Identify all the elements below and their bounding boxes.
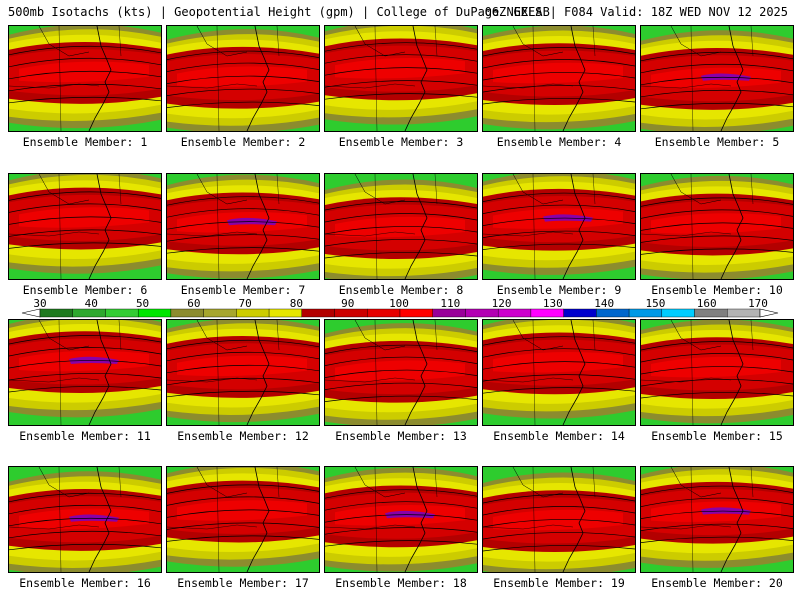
product-title: 500mb Isotachs (kts) | Geopotential Heig… [8, 5, 550, 19]
ensemble-member-label-11: Ensemble Member: 11 [19, 429, 151, 443]
ensemble-member-label-5: Ensemble Member: 5 [654, 135, 780, 149]
color-bar-swatch [170, 308, 204, 318]
color-bar-tick-label: 90 [341, 297, 355, 310]
ensemble-member-map-16 [8, 466, 162, 573]
color-bar-swatch [727, 308, 761, 318]
ensemble-member-label-1: Ensemble Member: 1 [22, 135, 148, 149]
ensemble-member-label-2: Ensemble Member: 2 [180, 135, 306, 149]
color-bar-tick-label: 130 [542, 297, 563, 310]
color-bar-tick-label: 100 [389, 297, 409, 310]
ensemble-member-map-9 [482, 173, 636, 280]
color-bar-swatch [694, 308, 728, 318]
ensemble-member-map-17 [166, 466, 320, 573]
ensemble-member-label-15: Ensemble Member: 15 [651, 429, 783, 443]
ensemble-member-label-6: Ensemble Member: 6 [22, 283, 148, 297]
color-bar-tick-label: 40 [84, 297, 98, 310]
color-bar-swatch [203, 308, 237, 318]
color-bar-swatch [268, 308, 303, 318]
color-bar-swatch [367, 308, 401, 318]
ensemble-member-label-18: Ensemble Member: 18 [335, 576, 467, 590]
ensemble-member-map-5 [640, 25, 794, 132]
color-bar-swatch [72, 308, 106, 318]
color-bar-swatch [334, 308, 368, 318]
ensemble-member-label-10: Ensemble Member: 10 [651, 283, 783, 297]
ensemble-member-label-3: Ensemble Member: 3 [338, 135, 464, 149]
ensemble-member-label-8: Ensemble Member: 8 [338, 283, 464, 297]
ensemble-member-map-13 [324, 319, 478, 426]
ensemble-member-map-15 [640, 319, 794, 426]
ensemble-member-map-1 [8, 25, 162, 132]
color-bar-high-arrow [759, 308, 779, 318]
color-bar-tick-label: 60 [187, 297, 201, 310]
ensemble-member-map-8 [324, 173, 478, 280]
color-bar-swatch [301, 308, 335, 318]
ensemble-member-label-12: Ensemble Member: 12 [177, 429, 309, 443]
ensemble-member-map-6 [8, 173, 162, 280]
ensemble-member-label-4: Ensemble Member: 4 [496, 135, 622, 149]
color-bar-low-arrow [21, 308, 41, 318]
ensemble-member-map-18 [324, 466, 478, 573]
color-bar-tick-label: 140 [594, 297, 615, 310]
ensemble-member-map-2 [166, 25, 320, 132]
ensemble-member-map-3 [324, 25, 478, 132]
color-bar-swatch [236, 308, 270, 318]
ensemble-member-map-4 [482, 25, 636, 132]
ensemble-member-map-19 [482, 466, 636, 573]
color-bar-swatch [596, 308, 630, 318]
color-bar-swatch [661, 308, 695, 318]
color-bar-tick-label: 150 [645, 297, 666, 310]
color-bar-swatch [465, 308, 499, 318]
color-bar-tick-label: 120 [491, 297, 512, 310]
color-bar-swatch [563, 308, 597, 318]
color-bar-tick-label: 110 [440, 297, 461, 310]
color-bar-swatch [39, 308, 73, 318]
ensemble-member-label-16: Ensemble Member: 16 [19, 576, 151, 590]
ensemble-member-label-17: Ensemble Member: 17 [177, 576, 309, 590]
color-bar-tick-label: 30 [33, 297, 47, 310]
ensemble-member-label-9: Ensemble Member: 9 [496, 283, 622, 297]
color-bar-swatch [105, 308, 139, 318]
ensemble-member-map-10 [640, 173, 794, 280]
ensemble-member-map-11 [8, 319, 162, 426]
ensemble-member-label-19: Ensemble Member: 19 [493, 576, 625, 590]
ensemble-member-label-20: Ensemble Member: 20 [651, 576, 783, 590]
ensemble-member-map-14 [482, 319, 636, 426]
ensemble-member-map-7 [166, 173, 320, 280]
wind-speed-color-bar [21, 308, 779, 318]
color-bar-tick-label: 170 [748, 297, 768, 310]
run-valid-time: 06Z GEFS | F084 Valid: 18Z WED NOV 12 20… [484, 5, 788, 19]
ensemble-member-label-13: Ensemble Member: 13 [335, 429, 467, 443]
color-bar-swatch [399, 308, 433, 318]
color-bar-swatch [432, 308, 466, 318]
color-bar-swatch [530, 308, 564, 318]
color-bar-tick-label: 50 [135, 297, 150, 310]
color-bar-tick-label: 160 [696, 297, 717, 310]
color-bar-swatch [497, 308, 532, 318]
color-bar-tick-label: 80 [289, 297, 304, 310]
ensemble-member-label-14: Ensemble Member: 14 [493, 429, 625, 443]
ensemble-member-map-12 [166, 319, 320, 426]
ensemble-member-label-7: Ensemble Member: 7 [180, 283, 306, 297]
color-bar-tick-label: 70 [238, 297, 252, 310]
header: 500mb Isotachs (kts) | Geopotential Heig… [0, 0, 800, 22]
ensemble-member-map-20 [640, 466, 794, 573]
color-bar-swatch [137, 308, 172, 318]
color-bar-swatch [628, 308, 663, 318]
